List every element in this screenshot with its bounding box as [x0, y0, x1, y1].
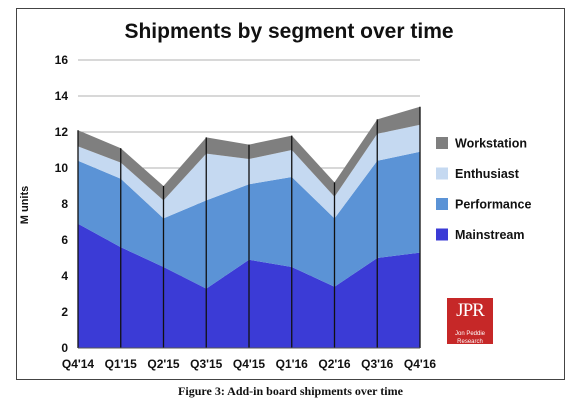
y-tick-label: 16 — [55, 53, 69, 67]
x-tick-label: Q4'15 — [233, 357, 266, 371]
chart-title: Shipments by segment over time — [124, 20, 453, 43]
x-tick-label: Q2'15 — [147, 357, 180, 371]
legend-label-enthusiast: Enthusiast — [455, 167, 520, 181]
y-tick-label: 10 — [55, 161, 69, 175]
legend: Workstation Enthusiast Performance Mainstre… — [436, 137, 531, 242]
logo-mark: JPR — [456, 300, 485, 321]
legend-label-workstation: Workstation — [455, 137, 527, 151]
y-tick-label: 6 — [61, 233, 68, 247]
x-tick-label: Q3'15 — [190, 357, 223, 371]
jpr-logo: JPR Jon Peddie Research — [447, 298, 493, 345]
legend-swatch-workstation — [436, 137, 448, 149]
x-tick-label: Q3'16 — [361, 357, 394, 371]
y-tick-label: 4 — [61, 269, 68, 283]
legend-label-performance: Performance — [455, 198, 531, 212]
plot-area: 0 2 4 6 8 10 12 14 16 Q4'14 Q1'15 Q2'15 Q3'15 Q4'15 Q1… — [55, 53, 437, 371]
chart: Shipments by segment over time 0 2 4 6 8 10 12… — [19, 20, 531, 371]
logo-subtitle: Jon Peddie Research — [454, 331, 486, 345]
y-tick-label: 0 — [61, 341, 68, 355]
y-tick-label: 2 — [61, 305, 68, 319]
x-tick-label: Q1'15 — [105, 357, 138, 371]
x-tick-label: Q4'16 — [404, 357, 437, 371]
legend-swatch-performance — [436, 198, 448, 210]
legend-swatch-enthusiast — [436, 167, 448, 180]
y-tick-label: 8 — [61, 197, 68, 211]
x-tick-label: Q2'16 — [318, 357, 351, 371]
legend-swatch-mainstream — [436, 228, 448, 241]
legend-label-mainstream: Mainstream — [455, 228, 524, 242]
y-axis-label: M units — [19, 186, 31, 225]
x-tick-label: Q1'16 — [276, 357, 309, 371]
figure-caption: Figure 3: Add-in board shipments over ti… — [178, 384, 403, 398]
y-tick-label: 12 — [55, 125, 69, 139]
y-tick-label: 14 — [55, 89, 69, 103]
x-tick-label: Q4'14 — [62, 357, 95, 371]
